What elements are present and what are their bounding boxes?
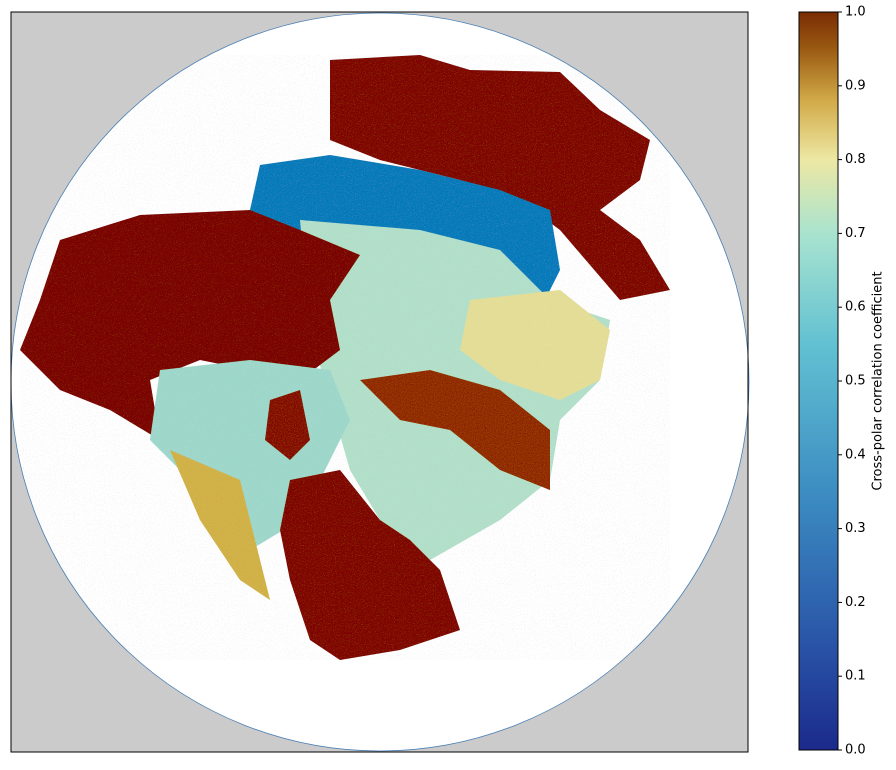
colorbar-tick-label: 1.0 xyxy=(845,5,866,20)
colorbar-tick-label: 0.1 xyxy=(845,669,866,684)
colorbar-tick-label: 0.9 xyxy=(845,78,866,93)
colorbar-scale xyxy=(798,11,839,751)
radar-field xyxy=(20,55,670,660)
colorbar-tick-label: 0.8 xyxy=(845,152,866,167)
colorbar: Cross-polar correlation coefficient 0.0 0… xyxy=(798,5,886,758)
colorbar-tick-label: 0.5 xyxy=(845,374,866,389)
colorbar-label: Cross-polar correlation coefficient xyxy=(871,271,886,490)
colorbar-tick-label: 0.6 xyxy=(845,300,866,315)
colorbar-tick-label: 0.4 xyxy=(845,447,866,462)
plot-frame xyxy=(10,11,749,753)
colorbar-tick-label: 0.3 xyxy=(845,521,866,536)
radar-plot xyxy=(10,11,750,753)
colorbar-tick-label: 0.7 xyxy=(845,226,866,241)
colorbar-tick-label: 0.0 xyxy=(845,743,866,758)
colorbar-tick-label: 0.2 xyxy=(845,595,866,610)
